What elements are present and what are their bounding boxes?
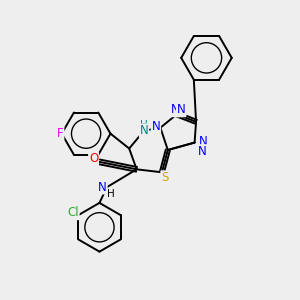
Text: N: N — [152, 120, 160, 133]
Text: Cl: Cl — [67, 206, 79, 219]
Text: S: S — [161, 171, 169, 184]
Text: H: H — [140, 120, 148, 130]
Text: F: F — [57, 127, 64, 140]
Text: N: N — [140, 124, 148, 137]
Text: N: N — [198, 145, 206, 158]
Text: N: N — [177, 103, 186, 116]
Text: N: N — [171, 103, 180, 116]
Text: N: N — [98, 181, 107, 194]
Text: H: H — [107, 189, 115, 199]
Text: O: O — [89, 152, 98, 165]
Text: N: N — [199, 135, 208, 148]
